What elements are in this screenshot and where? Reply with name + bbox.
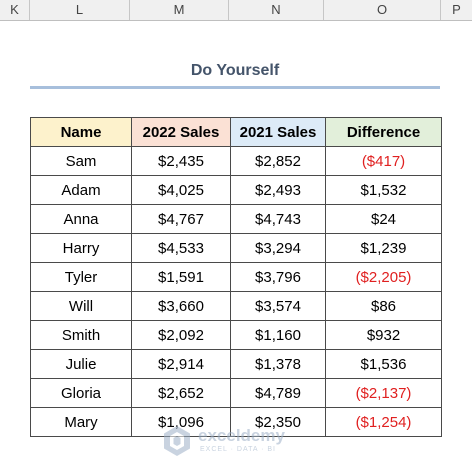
table-row: Harry $4,533 $3,294 $1,239 <box>30 233 442 263</box>
cell-difference[interactable]: $24 <box>325 204 442 234</box>
cell-2021-sales[interactable]: $2,493 <box>230 175 326 205</box>
cell-2022-sales[interactable]: $3,660 <box>131 291 231 321</box>
column-header-p[interactable]: P <box>452 2 461 17</box>
header-2021-sales[interactable]: 2021 Sales <box>230 117 326 147</box>
cell-2021-sales[interactable]: $4,743 <box>230 204 326 234</box>
column-header-bar: K L M N O P <box>0 0 472 21</box>
cell-name[interactable]: Smith <box>30 320 132 350</box>
table-row: Anna $4,767 $4,743 $24 <box>30 204 442 234</box>
table-row: Julie $2,914 $1,378 $1,536 <box>30 349 442 379</box>
header-2022-sales[interactable]: 2022 Sales <box>131 117 231 147</box>
column-header-m[interactable]: M <box>130 0 229 20</box>
cell-2022-sales[interactable]: $1,591 <box>131 262 231 292</box>
column-header-k[interactable]: K <box>0 0 30 20</box>
cell-2021-sales[interactable]: $4,789 <box>230 378 326 408</box>
table-body: Sam $2,435 $2,852 ($417) Adam $4,025 $2,493 $1,… <box>30 146 442 437</box>
cell-name[interactable]: Gloria <box>30 378 132 408</box>
cell-difference[interactable]: $86 <box>325 291 442 321</box>
cell-name[interactable]: Julie <box>30 349 132 379</box>
cell-2021-sales[interactable]: $1,378 <box>230 349 326 379</box>
table-row: Smith $2,092 $1,160 $932 <box>30 320 442 350</box>
cell-difference[interactable]: $932 <box>325 320 442 350</box>
cell-2022-sales[interactable]: $2,652 <box>131 378 231 408</box>
column-header-l[interactable]: L <box>30 0 130 20</box>
cell-2022-sales[interactable]: $4,767 <box>131 204 231 234</box>
table-header-row: Name 2022 Sales 2021 Sales Difference <box>30 117 442 147</box>
cell-2021-sales[interactable]: $3,294 <box>230 233 326 263</box>
cell-2022-sales[interactable]: $2,435 <box>131 146 231 176</box>
cell-difference[interactable]: $1,239 <box>325 233 442 263</box>
table-row: Tyler $1,591 $3,796 ($2,205) <box>30 262 442 292</box>
cell-2021-sales[interactable]: $2,852 <box>230 146 326 176</box>
cell-difference[interactable]: ($1,254) <box>325 407 442 437</box>
header-difference[interactable]: Difference <box>325 117 442 147</box>
cell-2021-sales[interactable]: $3,796 <box>230 262 326 292</box>
table-row: Gloria $2,652 $4,789 ($2,137) <box>30 378 442 408</box>
cell-name[interactable]: Harry <box>30 233 132 263</box>
watermark-brand: exceldemy <box>198 426 285 445</box>
table-row: Will $3,660 $3,574 $86 <box>30 291 442 321</box>
cell-2022-sales[interactable]: $2,092 <box>131 320 231 350</box>
cell-difference[interactable]: ($2,205) <box>325 262 442 292</box>
cell-2021-sales[interactable]: $1,160 <box>230 320 326 350</box>
cell-difference[interactable]: ($2,137) <box>325 378 442 408</box>
cell-2022-sales[interactable]: $4,533 <box>131 233 231 263</box>
column-header-n[interactable]: N <box>229 0 324 20</box>
cell-2022-sales[interactable]: $2,914 <box>131 349 231 379</box>
cell-difference[interactable]: $1,536 <box>325 349 442 379</box>
cell-2021-sales[interactable]: $2,350 <box>230 407 326 437</box>
table-row: Mary $1,096 $2,350 ($1,254) <box>30 407 442 437</box>
table-row: Adam $4,025 $2,493 $1,532 <box>30 175 442 205</box>
exceldemy-logo-icon <box>164 426 190 456</box>
sheet-title: Do Yourself <box>190 62 280 79</box>
cell-name[interactable]: Adam <box>30 175 132 205</box>
cell-name[interactable]: Anna <box>30 204 132 234</box>
cell-name[interactable]: Will <box>30 291 132 321</box>
table-row: Sam $2,435 $2,852 ($417) <box>30 146 442 176</box>
exceldemy-watermark: exceldemy EXCEL · DATA · BI <box>160 424 320 460</box>
column-header-o[interactable]: O <box>324 0 441 20</box>
cell-difference[interactable]: $1,532 <box>325 175 442 205</box>
cell-name[interactable]: Tyler <box>30 262 132 292</box>
cell-2022-sales[interactable]: $4,025 <box>131 175 231 205</box>
cell-name[interactable]: Sam <box>30 146 132 176</box>
cell-name[interactable]: Mary <box>30 407 132 437</box>
cell-difference[interactable]: ($417) <box>325 146 442 176</box>
sales-table: Name 2022 Sales 2021 Sales Difference Sa… <box>30 117 442 437</box>
title-underline <box>30 86 440 89</box>
header-name[interactable]: Name <box>30 117 132 147</box>
watermark-tagline: EXCEL · DATA · BI <box>200 446 276 453</box>
cell-2021-sales[interactable]: $3,574 <box>230 291 326 321</box>
